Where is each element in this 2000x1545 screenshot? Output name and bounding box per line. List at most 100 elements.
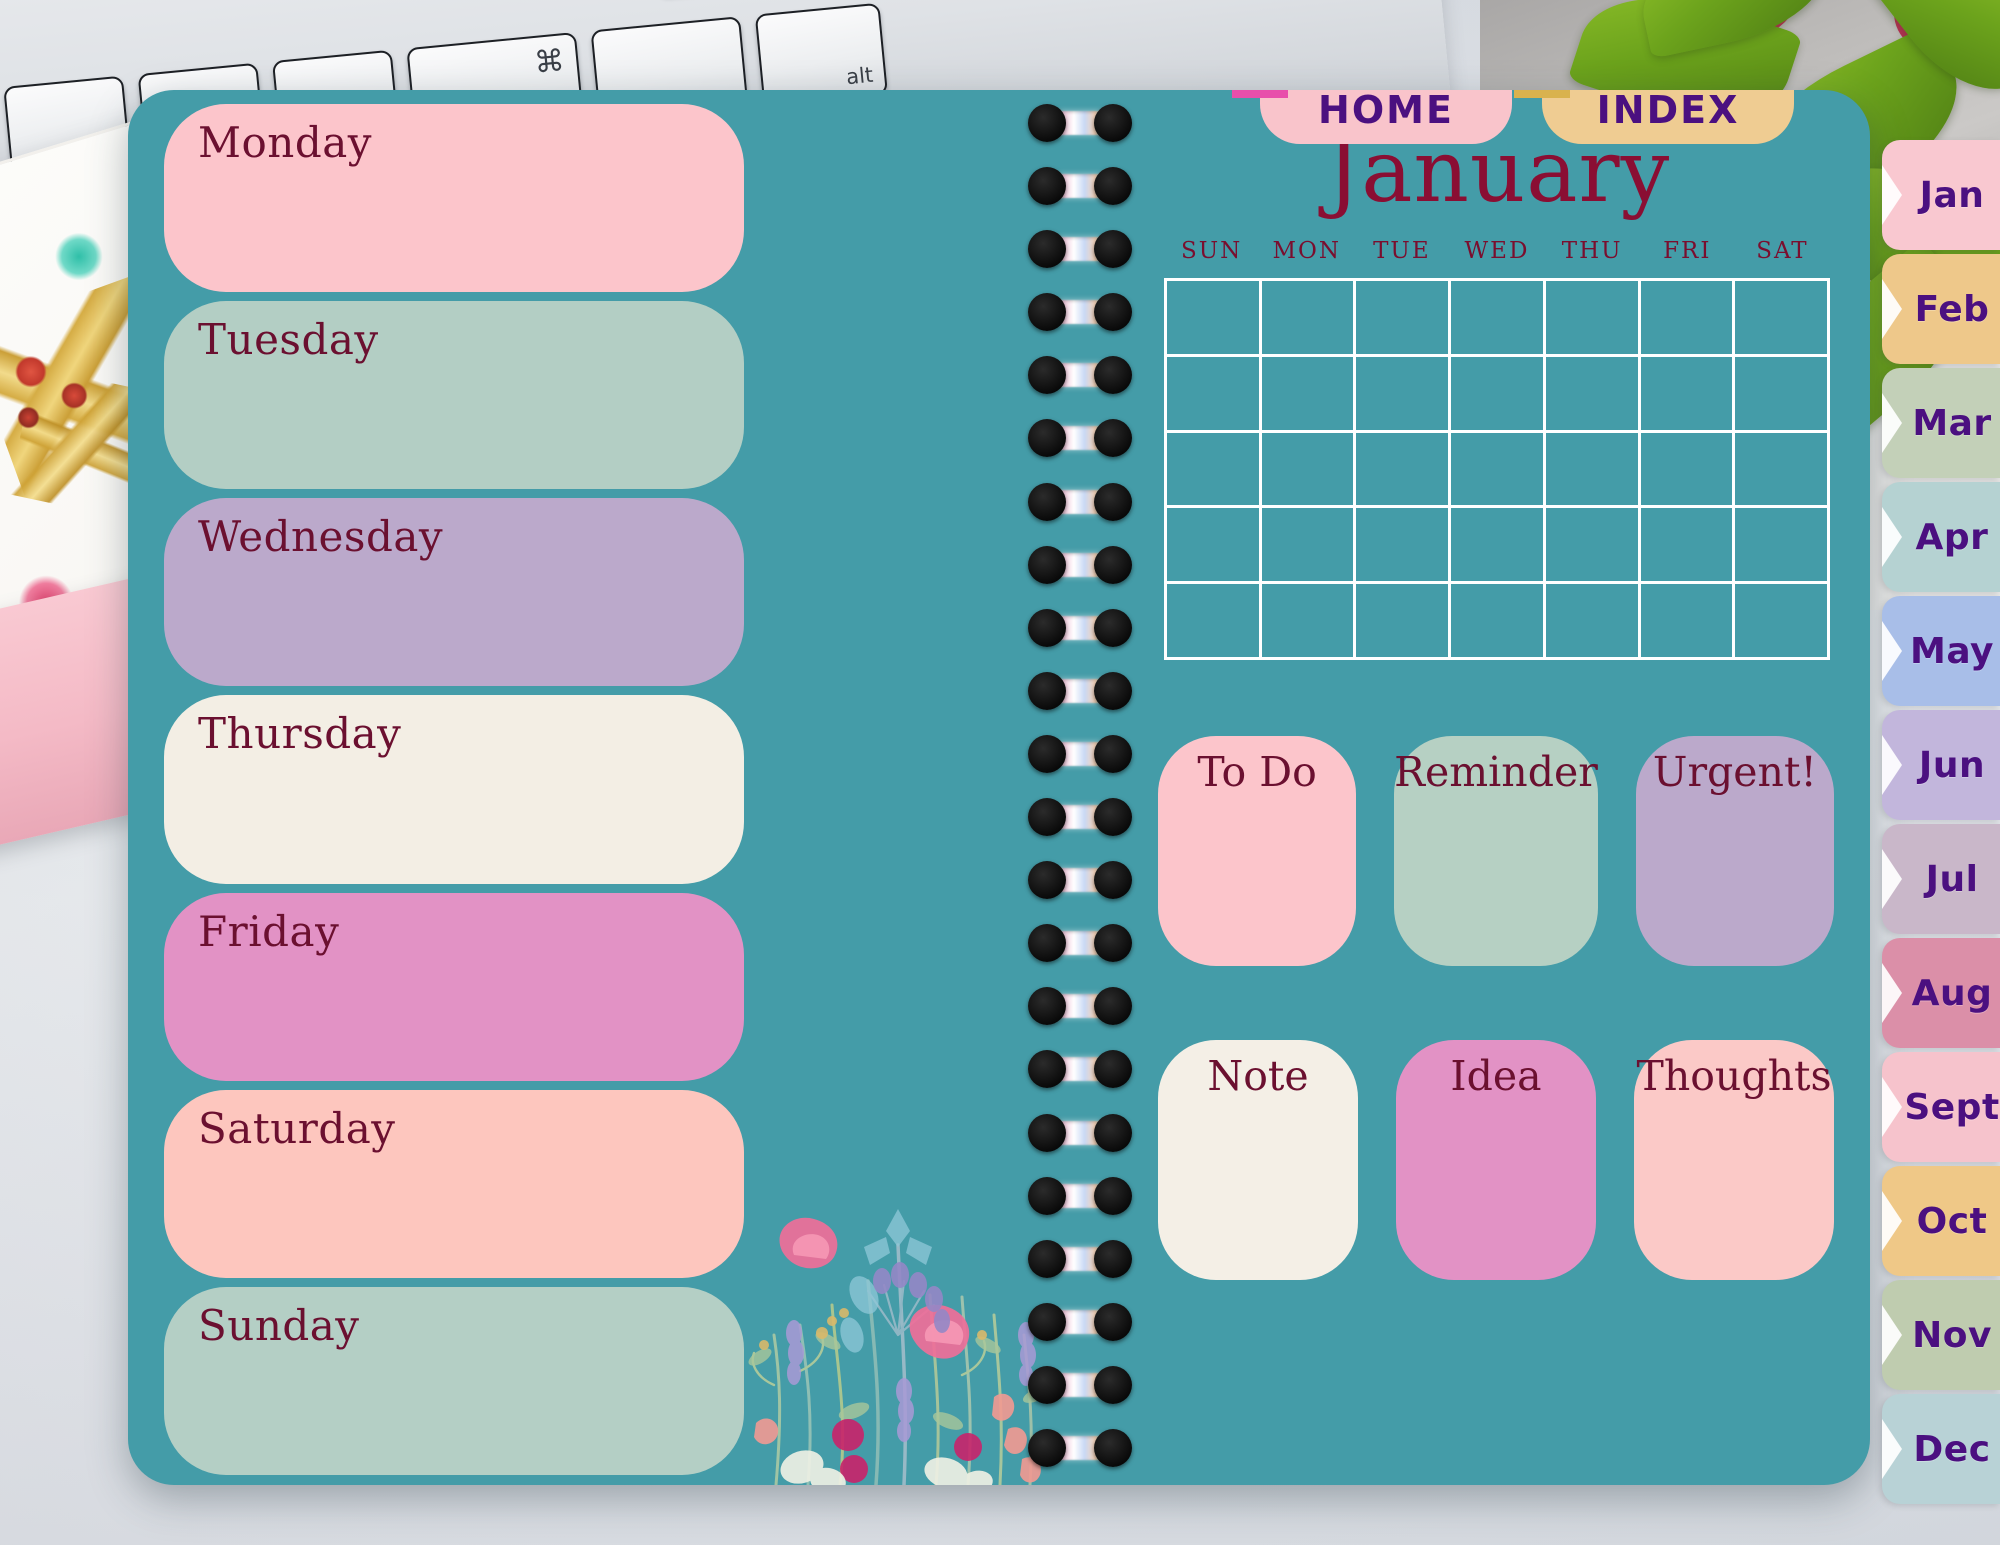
punch-hole-icon (1028, 1365, 1066, 1404)
month-index-tab-rail: Jan Feb Mar Apr May Jun Jul Aug Sept Oct… (1882, 140, 2000, 1504)
calendar-day-cell[interactable] (1451, 508, 1546, 585)
month-tab-aug[interactable]: Aug (1882, 938, 2000, 1048)
month-tab-mar[interactable]: Mar (1882, 368, 2000, 478)
note-card-title: Note (1207, 1052, 1309, 1100)
tab-home[interactable]: HOME (1232, 90, 1512, 144)
calendar-day-cell[interactable] (1167, 432, 1262, 509)
day-block-wednesday[interactable]: Wednesday (164, 498, 744, 687)
punch-hole-icon (1094, 671, 1132, 710)
calendar-day-cell[interactable] (1735, 508, 1830, 585)
calendar-day-cell[interactable] (1735, 356, 1830, 433)
punch-hole-icon (1094, 861, 1132, 900)
day-label: Tuesday (198, 315, 379, 365)
calendar-day-cell[interactable] (1261, 508, 1357, 585)
month-tab-label: Jan (1919, 174, 1985, 216)
month-tab-label: Sept (1904, 1086, 2000, 1128)
right-panel: January SUN MON TUE WED THU FRI SAT To D… (1148, 90, 1848, 1485)
month-tab-feb[interactable]: Feb (1882, 254, 2000, 364)
calendar-day-cell[interactable] (1545, 281, 1641, 357)
note-card-idea[interactable]: Idea (1396, 1040, 1596, 1280)
note-card-todo[interactable]: To Do (1158, 736, 1357, 966)
note-card-urgent[interactable]: Urgent! (1635, 736, 1834, 966)
month-tab-jan[interactable]: Jan (1882, 140, 2000, 250)
calendar-day-cell[interactable] (1545, 508, 1641, 585)
month-tab-label: Jun (1918, 744, 1986, 786)
calendar-day-cell[interactable] (1640, 356, 1736, 433)
month-tab-oct[interactable]: Oct (1882, 1166, 2000, 1276)
note-card-row-top: To Do Reminder Urgent! (1158, 736, 1834, 966)
calendar-day-cell[interactable] (1451, 584, 1546, 660)
calendar-day-cell[interactable] (1356, 281, 1452, 357)
spiral-ring-icon (1028, 545, 1132, 584)
calendar-day-cell[interactable] (1261, 356, 1357, 433)
spiral-ring-icon (1028, 419, 1132, 458)
punch-hole-icon (1094, 1428, 1132, 1467)
punch-hole-icon (1028, 293, 1066, 332)
punch-hole-icon (1094, 230, 1132, 269)
punch-hole-icon (1028, 734, 1066, 773)
note-card-reminder[interactable]: Reminder (1394, 736, 1598, 966)
calendar-day-cell[interactable] (1356, 432, 1452, 509)
calendar-day-cell[interactable] (1451, 281, 1546, 357)
month-tab-sept[interactable]: Sept (1882, 1052, 2000, 1162)
punch-hole-icon (1094, 1239, 1132, 1278)
day-block-saturday[interactable]: Saturday (164, 1089, 744, 1278)
punch-hole-icon (1028, 861, 1066, 900)
calendar-day-cell[interactable] (1640, 281, 1736, 357)
calendar-day-cell[interactable] (1545, 356, 1641, 433)
calendar-day-cell[interactable] (1167, 584, 1262, 660)
tab-index-label: INDEX (1596, 90, 1740, 132)
month-tab-label: Nov (1912, 1314, 1992, 1356)
calendar-day-cell[interactable] (1167, 281, 1262, 357)
punch-hole-icon (1028, 104, 1066, 142)
day-block-tuesday[interactable]: Tuesday (164, 301, 744, 490)
calendar-day-cell[interactable] (1735, 432, 1830, 509)
punch-hole-icon (1028, 1302, 1066, 1341)
note-card-title: Thoughts (1636, 1052, 1832, 1100)
day-block-sunday[interactable]: Sunday (164, 1286, 744, 1475)
month-tab-dec[interactable]: Dec (1882, 1394, 2000, 1504)
day-block-friday[interactable]: Friday (164, 892, 744, 1081)
day-block-monday[interactable]: Monday (164, 104, 744, 293)
punch-hole-icon (1094, 545, 1132, 584)
calendar-day-cell[interactable] (1451, 356, 1546, 433)
punch-hole-icon (1094, 419, 1132, 458)
punch-hole-icon (1028, 1050, 1066, 1089)
calendar-day-cell[interactable] (1545, 584, 1641, 660)
calendar-day-cell[interactable] (1167, 356, 1262, 433)
day-block-thursday[interactable]: Thursday (164, 695, 744, 884)
calendar-day-cell[interactable] (1640, 432, 1736, 509)
calendar-weekday-header: MON (1272, 238, 1341, 264)
punch-hole-icon (1094, 293, 1132, 332)
calendar-day-cell[interactable] (1640, 584, 1736, 660)
month-tab-nov[interactable]: Nov (1882, 1280, 2000, 1390)
calendar-day-cell[interactable] (1261, 281, 1357, 357)
note-card-thoughts[interactable]: Thoughts (1634, 1040, 1834, 1280)
calendar-day-cell[interactable] (1261, 584, 1357, 660)
spiral-ring-icon (1028, 293, 1132, 332)
calendar-day-cell[interactable] (1167, 508, 1262, 585)
calendar-day-cell[interactable] (1545, 432, 1641, 509)
calendar-day-cell[interactable] (1261, 432, 1357, 509)
calendar-weekday-header: SAT (1756, 238, 1809, 264)
calendar-day-cell[interactable] (1356, 508, 1452, 585)
month-tab-jun[interactable]: Jun (1882, 710, 2000, 820)
calendar-day-cell[interactable] (1356, 584, 1452, 660)
month-tab-apr[interactable]: Apr (1882, 482, 2000, 592)
punch-hole-icon (1028, 230, 1066, 269)
month-tab-jul[interactable]: Jul (1882, 824, 2000, 934)
punch-hole-icon (1028, 1176, 1066, 1215)
calendar-day-cell[interactable] (1640, 508, 1736, 585)
calendar-weekday-header-row: SUN MON TUE WED THU FRI SAT (1164, 238, 1830, 264)
calendar-day-cell[interactable] (1735, 281, 1830, 357)
calendar-day-cell[interactable] (1735, 584, 1830, 660)
note-card-note[interactable]: Note (1158, 1040, 1358, 1280)
tab-index[interactable]: INDEX (1514, 90, 1794, 144)
month-tab-label: May (1910, 630, 1994, 672)
day-label: Friday (198, 906, 340, 956)
punch-hole-icon (1028, 419, 1066, 458)
calendar-day-cell[interactable] (1451, 432, 1546, 509)
month-tab-may[interactable]: May (1882, 596, 2000, 706)
calendar-day-cell[interactable] (1356, 356, 1452, 433)
note-card-title: Reminder (1394, 748, 1598, 796)
